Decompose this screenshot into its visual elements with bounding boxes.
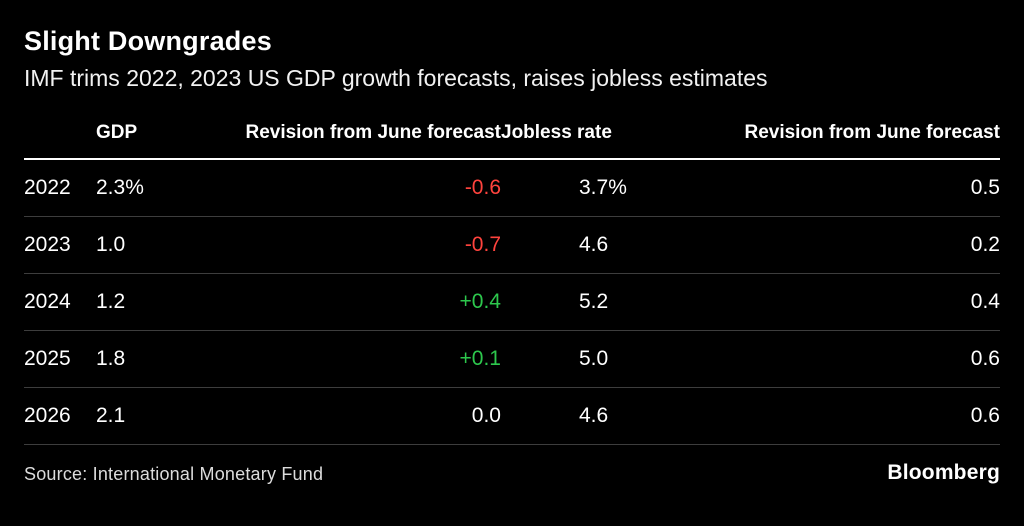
gdp-revision-cell: +0.1: [201, 330, 501, 388]
jobless-rate-cell: 5.0: [501, 330, 731, 388]
jobless-revision-cell: 0.2: [731, 216, 1000, 274]
gdp-column-header: GDP: [96, 112, 201, 160]
year-cell: 2025: [24, 330, 96, 388]
table-row: 2025 1.8 +0.1 5.0 0.6: [24, 330, 1000, 388]
table-header-row: GDP Revision from June forecast Jobless …: [24, 112, 1000, 160]
jobless-rate-cell: 5.2: [501, 273, 731, 331]
source-attribution: Source: International Monetary Fund: [24, 464, 324, 484]
jobless-revision-cell: 0.6: [731, 387, 1000, 445]
jobless-revision-column-header: Revision from June forecast: [731, 112, 1000, 160]
table-row: 2022 2.3% -0.6 3.7% 0.5: [24, 159, 1000, 217]
table-row: 2026 2.1 0.0 4.6 0.6: [24, 387, 1000, 445]
footer: Source: International Monetary Fund Bloo…: [24, 461, 1000, 485]
forecast-table: GDP Revision from June forecast Jobless …: [24, 112, 1000, 445]
gdp-cell: 2.1: [96, 387, 201, 445]
year-cell: 2022: [24, 159, 96, 217]
jobless-rate-column-header: Jobless rate: [501, 112, 731, 160]
gdp-revision-cell: +0.4: [201, 273, 501, 331]
jobless-rate-cell: 4.6: [501, 387, 731, 445]
gdp-cell: 1.0: [96, 216, 201, 274]
jobless-revision-cell: 0.4: [731, 273, 1000, 331]
gdp-revision-cell: -0.6: [201, 159, 501, 217]
jobless-rate-cell: 3.7%: [501, 159, 731, 217]
table-row: 2023 1.0 -0.7 4.6 0.2: [24, 216, 1000, 274]
gdp-cell: 1.8: [96, 330, 201, 388]
year-cell: 2024: [24, 273, 96, 331]
chart-subtitle: IMF trims 2022, 2023 US GDP growth forec…: [24, 65, 768, 91]
year-column-header: [24, 112, 96, 160]
jobless-rate-cell: 4.6: [501, 216, 731, 274]
gdp-revision-cell: -0.7: [201, 216, 501, 274]
year-cell: 2023: [24, 216, 96, 274]
year-cell: 2026: [24, 387, 96, 445]
gdp-revision-column-header: Revision from June forecast: [201, 112, 501, 160]
bloomberg-logo: Bloomberg: [887, 461, 1000, 484]
jobless-revision-cell: 0.6: [731, 330, 1000, 388]
chart-title: Slight Downgrades: [24, 26, 272, 56]
gdp-revision-cell: 0.0: [201, 387, 501, 445]
table-row: 2024 1.2 +0.4 5.2 0.4: [24, 273, 1000, 331]
gdp-cell: 2.3%: [96, 159, 201, 217]
jobless-revision-cell: 0.5: [731, 159, 1000, 217]
gdp-cell: 1.2: [96, 273, 201, 331]
